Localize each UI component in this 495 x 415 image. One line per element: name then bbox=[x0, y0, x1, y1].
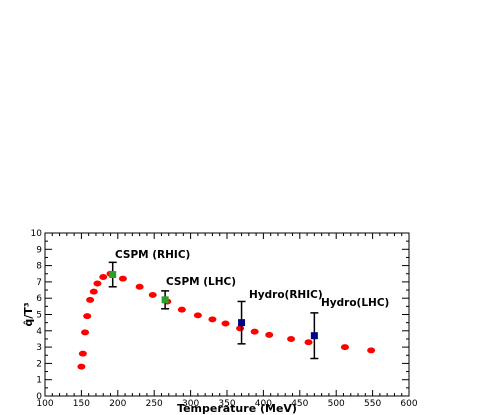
y-tick-label: 8 bbox=[36, 262, 42, 272]
data-point bbox=[340, 344, 349, 351]
y-axis: 0 1 2 3 4 5 6 7 8 9 10 bbox=[31, 229, 409, 402]
data-point bbox=[78, 350, 87, 357]
axes-frame bbox=[44, 232, 410, 397]
y-tick-label: 1 bbox=[36, 376, 42, 386]
x-tick-label: 100 bbox=[36, 399, 53, 409]
x-axis-title: Temperature (MeV) bbox=[177, 402, 297, 415]
annotations: CSPM (RHIC) CSPM (LHC) Hydro(RHIC)Hydro(LH… bbox=[115, 249, 389, 309]
data-point bbox=[367, 347, 376, 354]
data-point bbox=[83, 313, 92, 320]
x-tick-label: 350 bbox=[218, 399, 235, 409]
data-marker bbox=[109, 271, 117, 279]
x-tick-label: 550 bbox=[364, 399, 381, 409]
y-axis-title: q̂/T³ bbox=[22, 302, 35, 326]
annotation-label: Hydro(RHIC) bbox=[249, 289, 323, 301]
data-marker bbox=[238, 319, 246, 327]
annotation-label: CSPM (LHC) bbox=[166, 276, 236, 288]
plot-frame bbox=[44, 232, 410, 397]
data-point bbox=[250, 328, 259, 335]
x-axis: 100 150 200 250 300 350 400 450 500 550 600 bbox=[36, 233, 418, 409]
data-point bbox=[148, 291, 157, 298]
y-tick-label: 9 bbox=[36, 245, 42, 255]
y-tick-label: 0 bbox=[36, 392, 42, 402]
annotation-label: Hydro(LHC) bbox=[321, 297, 389, 309]
x-tick-label: 400 bbox=[255, 399, 272, 409]
data-point bbox=[89, 288, 98, 295]
data-marker bbox=[161, 296, 169, 304]
annotation-label: CSPM (RHIC) bbox=[115, 249, 190, 261]
x-tick-label: 600 bbox=[400, 399, 417, 409]
data-point bbox=[135, 283, 144, 290]
x-tick-label: 150 bbox=[73, 399, 90, 409]
y-tick-label: 6 bbox=[36, 294, 42, 304]
y-tick-label: 7 bbox=[36, 278, 42, 288]
data-point bbox=[208, 316, 217, 323]
x-tick-label: 300 bbox=[182, 399, 199, 409]
data-point bbox=[287, 335, 296, 342]
data-point bbox=[304, 339, 313, 346]
y-tick-label: 2 bbox=[36, 359, 42, 369]
data-point bbox=[77, 363, 86, 370]
x-tick-label: 500 bbox=[328, 399, 345, 409]
data-point bbox=[265, 331, 274, 338]
data-point bbox=[221, 320, 230, 327]
y-tick-label: 4 bbox=[36, 327, 42, 337]
data-point bbox=[118, 275, 127, 282]
data-point bbox=[177, 306, 186, 313]
y-tick-label: 10 bbox=[31, 229, 43, 239]
data-marker bbox=[310, 332, 318, 340]
x-tick-label: 200 bbox=[109, 399, 126, 409]
x-tick-label: 450 bbox=[291, 399, 308, 409]
y-tick-label: 5 bbox=[36, 311, 42, 321]
y-tick-label: 3 bbox=[36, 343, 42, 353]
plot-area bbox=[77, 261, 376, 370]
data-point bbox=[236, 325, 245, 332]
data-point bbox=[81, 329, 90, 336]
data-point bbox=[99, 274, 108, 281]
data-point bbox=[86, 296, 95, 303]
x-tick-label: 250 bbox=[146, 399, 163, 409]
data-point bbox=[93, 280, 102, 287]
data-point bbox=[193, 312, 202, 319]
